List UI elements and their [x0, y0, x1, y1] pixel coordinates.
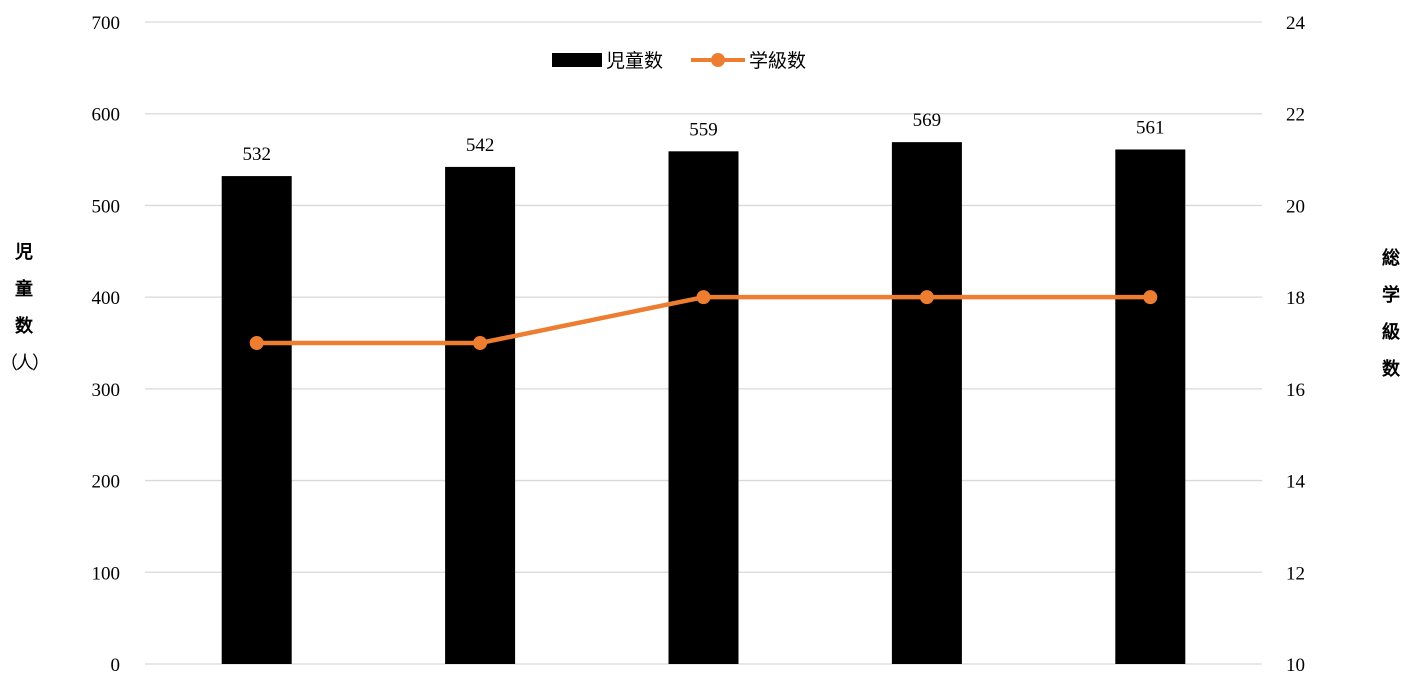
right-axis-title-char: 総 — [1382, 248, 1400, 269]
line-point — [249, 336, 264, 350]
left-axis-title-char: 数 — [15, 316, 33, 337]
left-tick-label: 100 — [92, 563, 121, 584]
data-labels: 532 542 559 569 561 — [242, 110, 1164, 165]
right-tick-label: 14 — [1286, 472, 1306, 493]
bar — [1115, 149, 1186, 665]
left-axis-title: 児 童 数 （人） — [0, 234, 50, 382]
data-label: 569 — [913, 110, 942, 131]
bar — [221, 176, 292, 664]
legend: 児童数 学級数 — [552, 46, 834, 73]
line-series — [249, 290, 1158, 350]
right-axis-title-char: 級 — [1382, 322, 1400, 343]
left-tick-label: 600 — [92, 105, 121, 126]
right-tick-label: 24 — [1286, 13, 1306, 34]
left-axis-title-unit: （人） — [0, 353, 50, 374]
data-label: 559 — [689, 119, 718, 140]
right-axis-ticks: 10 12 14 16 18 20 22 24 — [1286, 13, 1306, 674]
right-tick-label: 12 — [1286, 563, 1305, 584]
legend-item-bar: 児童数 — [552, 46, 663, 73]
legend-item-line: 学級数 — [691, 46, 806, 73]
right-tick-label: 22 — [1286, 105, 1305, 126]
left-axis-title-char: 児 — [15, 242, 33, 263]
left-tick-label: 300 — [92, 380, 121, 401]
data-label: 542 — [466, 135, 495, 156]
left-axis-ticks: 0 100 200 300 400 500 600 700 — [92, 13, 121, 674]
left-tick-label: 200 — [92, 472, 121, 493]
right-axis-title: 総 学 級 数 — [1371, 240, 1411, 388]
data-label: 532 — [242, 144, 271, 165]
left-tick-label: 0 — [111, 655, 121, 674]
bar-series — [221, 142, 1186, 665]
line-point — [473, 336, 488, 350]
right-tick-label: 20 — [1286, 196, 1305, 217]
bar — [668, 151, 739, 664]
line-point — [1143, 290, 1158, 305]
right-axis-title-char: 学 — [1382, 285, 1400, 306]
right-tick-label: 10 — [1286, 655, 1305, 674]
line-point — [919, 290, 934, 305]
legend-label: 児童数 — [606, 50, 664, 72]
right-tick-label: 18 — [1286, 288, 1305, 309]
line-point — [696, 290, 711, 305]
bar — [445, 166, 516, 664]
right-axis-title-char: 数 — [1382, 359, 1400, 380]
data-label: 561 — [1136, 117, 1165, 138]
legend-bar-swatch — [552, 52, 602, 67]
right-tick-label: 16 — [1286, 380, 1305, 401]
left-axis-title-char: 童 — [15, 279, 33, 300]
legend-label: 学級数 — [749, 50, 807, 72]
left-tick-label: 500 — [92, 196, 121, 217]
left-tick-label: 700 — [92, 13, 121, 34]
bar — [891, 142, 962, 664]
left-tick-label: 400 — [92, 288, 121, 309]
legend-line-swatch — [691, 52, 746, 67]
